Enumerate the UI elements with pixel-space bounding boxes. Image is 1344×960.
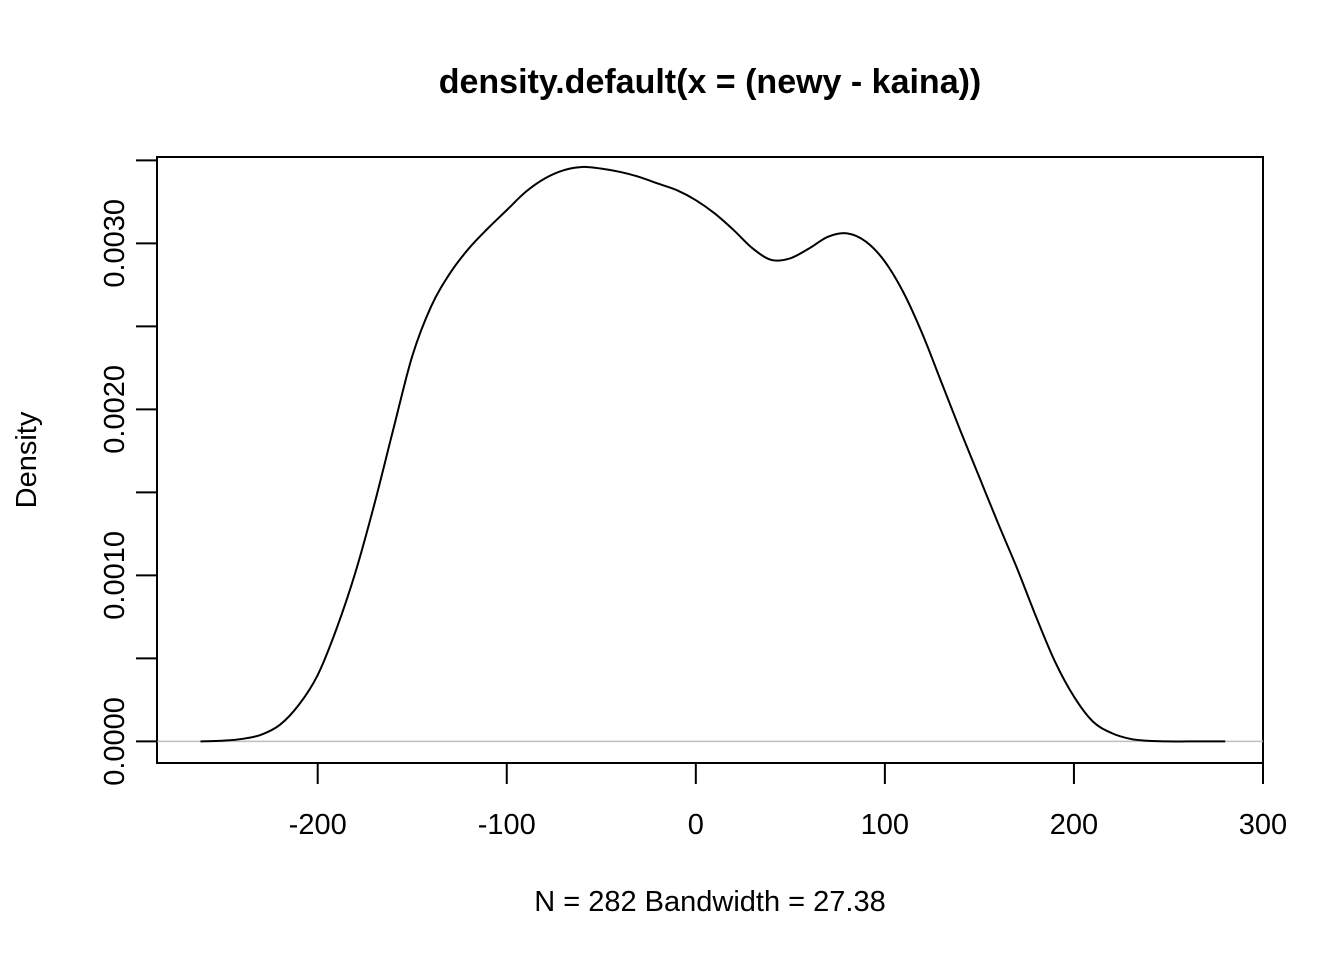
- density-curve: [200, 165, 1226, 743]
- x-tick-label: 300: [1239, 809, 1287, 841]
- plot-frame: [156, 156, 1264, 764]
- x-tick-label: -200: [289, 809, 347, 841]
- x-tick-label: 100: [861, 809, 909, 841]
- y-axis-label: Density: [11, 411, 43, 508]
- y-tick-label: 0.0000: [99, 697, 131, 786]
- x-tick-label: 200: [1050, 809, 1098, 841]
- y-tick-label: 0.0010: [99, 531, 131, 620]
- y-tick-label: 0.0020: [99, 365, 131, 454]
- x-axis-label: N = 282 Bandwidth = 27.38: [534, 886, 885, 918]
- chart-title: density.default(x = (newy - kaina)): [439, 63, 982, 101]
- y-tick-label: 0.0030: [99, 199, 131, 288]
- x-tick-label: -100: [478, 809, 536, 841]
- plot-area: -200 -100 0 100 200 300 0.0000 0.0010 0.0020 0.00…: [99, 156, 1287, 841]
- x-tick-label: 0: [688, 809, 704, 841]
